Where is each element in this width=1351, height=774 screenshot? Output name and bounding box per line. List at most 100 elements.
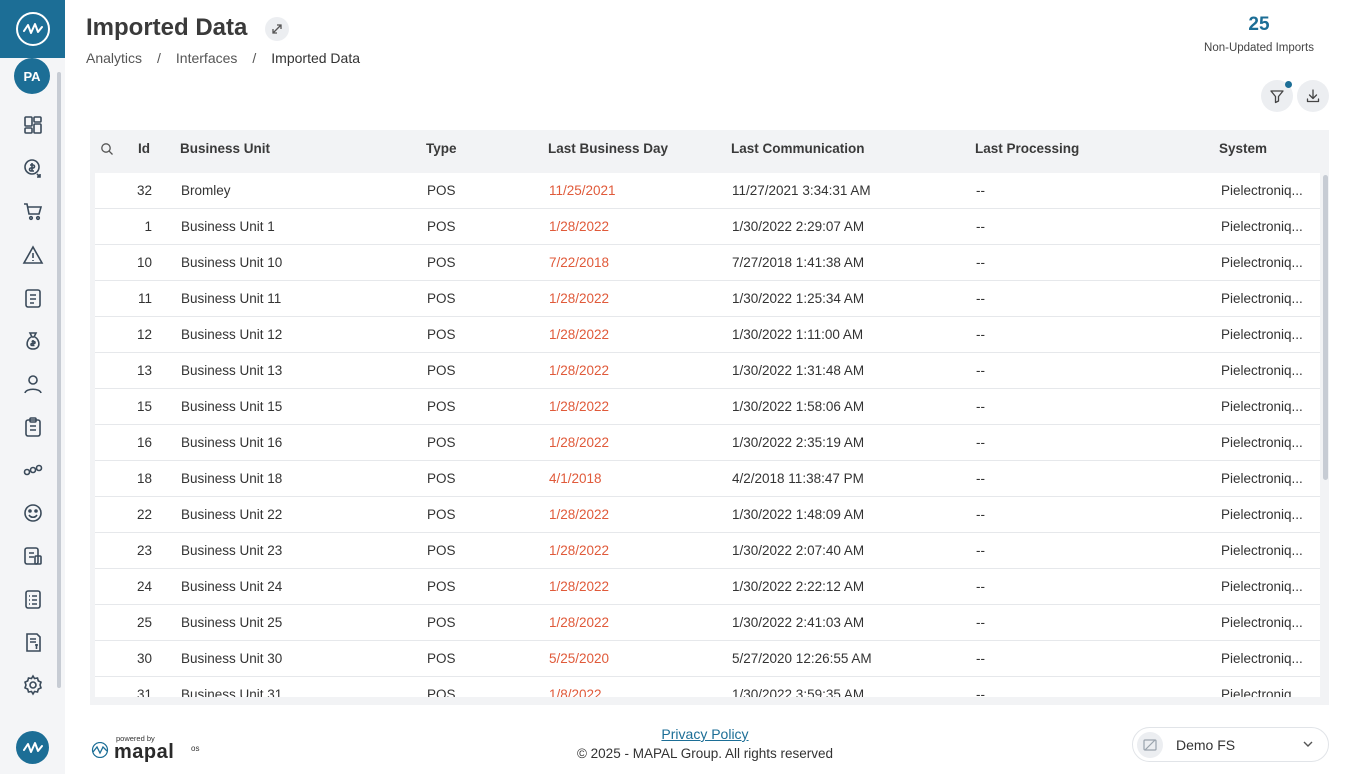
download-icon xyxy=(1306,89,1320,103)
table-row[interactable]: 25 Business Unit 25 POS 1/28/2022 1/30/2022 … xyxy=(95,605,1320,641)
table-row[interactable]: 24 Business Unit 24 POS 1/28/2022 1/30/2022 … xyxy=(95,569,1320,605)
powered-by-label: powered by xyxy=(116,734,155,743)
user-icon[interactable] xyxy=(20,371,46,397)
cell-id: 10 xyxy=(136,255,152,270)
table-row[interactable]: 15 Business Unit 15 POS 1/28/2022 1/30/2022 … xyxy=(95,389,1320,425)
cell-business-unit: Business Unit 12 xyxy=(181,327,283,342)
cell-system: Pielectroniq... xyxy=(1221,255,1303,270)
breadcrumb-current: Imported Data xyxy=(271,50,361,66)
list-icon[interactable] xyxy=(20,586,46,612)
cell-last-processing: -- xyxy=(976,183,985,198)
cell-business-unit: Business Unit 16 xyxy=(181,435,283,450)
sales-icon[interactable] xyxy=(20,155,46,181)
chain-icon[interactable] xyxy=(20,457,46,483)
cell-system: Pielectroniq... xyxy=(1221,435,1303,450)
table-row[interactable]: 22 Business Unit 22 POS 1/28/2022 1/30/2022 … xyxy=(95,497,1320,533)
search-icon[interactable] xyxy=(100,142,114,156)
report-icon[interactable] xyxy=(20,285,46,311)
table-row[interactable]: 16 Business Unit 16 POS 1/28/2022 1/30/2022 … xyxy=(95,425,1320,461)
cell-id: 24 xyxy=(136,579,152,594)
settings-icon[interactable] xyxy=(20,672,46,698)
cell-last-communication: 1/30/2022 2:41:03 AM xyxy=(732,615,865,630)
table-scrollbar[interactable] xyxy=(1323,175,1328,480)
privacy-policy-link[interactable]: Privacy Policy xyxy=(661,726,749,742)
cell-last-processing: -- xyxy=(976,507,985,522)
table-row[interactable]: 10 Business Unit 10 POS 7/22/2018 7/27/2018 … xyxy=(95,245,1320,281)
stat-label: Non-Updated Imports xyxy=(1204,42,1314,54)
table-row[interactable]: 1 Business Unit 1 POS 1/28/2022 1/30/2022 2:… xyxy=(95,209,1320,245)
breadcrumb-analytics[interactable]: Analytics xyxy=(86,50,143,66)
table-row[interactable]: 30 Business Unit 30 POS 5/25/2020 5/27/2020 … xyxy=(95,641,1320,677)
column-header-last-processing[interactable]: Last Processing xyxy=(975,141,1080,156)
cell-last-communication: 7/27/2018 1:41:38 AM xyxy=(732,255,865,270)
cell-business-unit: Business Unit 24 xyxy=(181,579,283,594)
imported-data-table: Id Business Unit Type Last Business Day … xyxy=(90,130,1329,705)
smiley-icon[interactable] xyxy=(20,500,46,526)
cell-last-business-day: 1/28/2022 xyxy=(549,363,610,378)
cell-type: POS xyxy=(427,327,456,342)
cell-last-processing: -- xyxy=(976,399,985,414)
column-header-system[interactable]: System xyxy=(1219,141,1268,156)
table-row[interactable]: 13 Business Unit 13 POS 1/28/2022 1/30/2022 … xyxy=(95,353,1320,389)
cell-id: 11 xyxy=(137,291,152,306)
alert-icon[interactable] xyxy=(20,242,46,268)
logo-wave-icon xyxy=(15,12,50,46)
cell-last-communication: 11/27/2021 3:34:31 AM xyxy=(732,183,871,198)
sidebar: PA xyxy=(0,0,65,774)
brand-name: mapal xyxy=(114,741,175,763)
dashboard-icon[interactable] xyxy=(20,112,46,138)
table-row[interactable]: 32 Bromley POS 11/25/2021 11/27/2021 3:34:31… xyxy=(95,173,1320,209)
table-row[interactable]: 11 Business Unit 11 POS 1/28/2022 1/30/2022 … xyxy=(95,281,1320,317)
cell-last-business-day: 5/25/2020 xyxy=(549,651,610,666)
avatar[interactable]: PA xyxy=(14,58,50,94)
cell-last-communication: 1/30/2022 2:35:19 AM xyxy=(732,435,865,450)
cell-last-communication: 1/30/2022 2:07:40 AM xyxy=(732,543,865,558)
money-bag-icon[interactable] xyxy=(20,328,46,354)
cell-type: POS xyxy=(427,615,456,630)
cell-last-processing: -- xyxy=(976,327,985,342)
clipboard-icon[interactable] xyxy=(20,414,46,440)
cell-type: POS xyxy=(427,219,456,234)
column-header-id[interactable]: Id xyxy=(138,141,150,156)
table-row[interactable]: 18 Business Unit 18 POS 4/1/2018 4/2/2018 11… xyxy=(95,461,1320,497)
cell-id: 30 xyxy=(136,651,152,666)
cell-system: Pielectroniq... xyxy=(1221,291,1303,306)
cell-system: Pielectroniq... xyxy=(1221,651,1303,666)
cell-id: 23 xyxy=(136,543,152,558)
breadcrumb-interfaces[interactable]: Interfaces xyxy=(175,50,238,66)
download-button[interactable] xyxy=(1297,80,1329,112)
expand-icon xyxy=(272,24,282,34)
cell-id: 16 xyxy=(136,435,152,450)
cell-last-business-day: 11/25/2021 xyxy=(549,183,616,198)
column-header-business-unit[interactable]: Business Unit xyxy=(180,141,271,156)
cell-id: 1 xyxy=(144,219,152,234)
expand-button[interactable] xyxy=(265,17,289,41)
cell-last-processing: -- xyxy=(976,471,985,486)
column-header-last-communication[interactable]: Last Communication xyxy=(731,141,865,156)
cell-id: 31 xyxy=(136,687,152,697)
cell-last-communication: 1/30/2022 1:11:00 AM xyxy=(732,327,864,342)
document-chart-icon[interactable] xyxy=(20,543,46,569)
company-selector[interactable]: Demo FS xyxy=(1132,727,1329,762)
column-header-last-business-day[interactable]: Last Business Day xyxy=(548,141,669,156)
cell-type: POS xyxy=(427,363,456,378)
cart-icon[interactable] xyxy=(20,198,46,224)
cell-last-communication: 1/30/2022 1:31:48 AM xyxy=(732,363,865,378)
app-logo[interactable] xyxy=(0,0,65,58)
invoice-icon[interactable] xyxy=(20,629,46,655)
cell-type: POS xyxy=(427,471,456,486)
column-header-type[interactable]: Type xyxy=(426,141,457,156)
sidebar-scrollbar[interactable] xyxy=(57,72,61,688)
cell-system: Pielectroniq... xyxy=(1221,687,1303,697)
cell-system: Pielectroniq... xyxy=(1221,183,1303,198)
table-row[interactable]: 12 Business Unit 12 POS 1/28/2022 1/30/2022 … xyxy=(95,317,1320,353)
cell-business-unit: Business Unit 25 xyxy=(181,615,283,630)
non-updated-imports-stat: 25 Non-Updated Imports xyxy=(1189,14,1329,54)
cell-type: POS xyxy=(427,651,456,666)
table-row[interactable]: 31 Business Unit 31 POS 1/8/2022 1/30/2022 3… xyxy=(95,677,1320,697)
cell-last-communication: 1/30/2022 1:48:09 AM xyxy=(732,507,865,522)
table-row[interactable]: 23 Business Unit 23 POS 1/28/2022 1/30/2022 … xyxy=(95,533,1320,569)
mapal-os-icon[interactable] xyxy=(16,731,49,764)
company-logo-icon xyxy=(1137,731,1163,758)
cell-system: Pielectroniq... xyxy=(1221,615,1303,630)
